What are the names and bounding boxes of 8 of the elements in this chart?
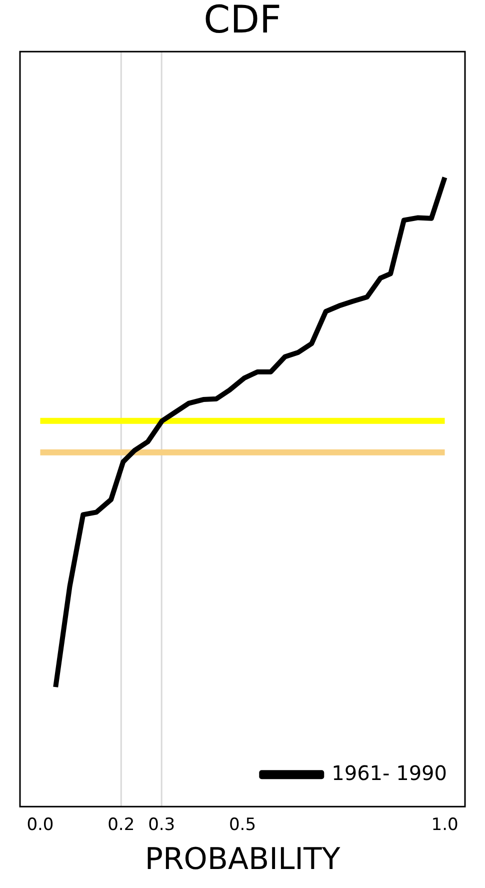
x-tick-label: 0.0: [26, 815, 54, 836]
chart-title: CDF: [204, 0, 282, 42]
x-tick-label: 0.2: [108, 815, 135, 836]
x-tick-label: 0.5: [228, 815, 256, 836]
x-tick-label: 0.3: [148, 815, 176, 836]
x-axis-title: PROBABILITY: [144, 842, 341, 877]
legend-label: 1961- 1990: [332, 760, 448, 785]
x-tick-label: 1.0: [431, 815, 458, 836]
